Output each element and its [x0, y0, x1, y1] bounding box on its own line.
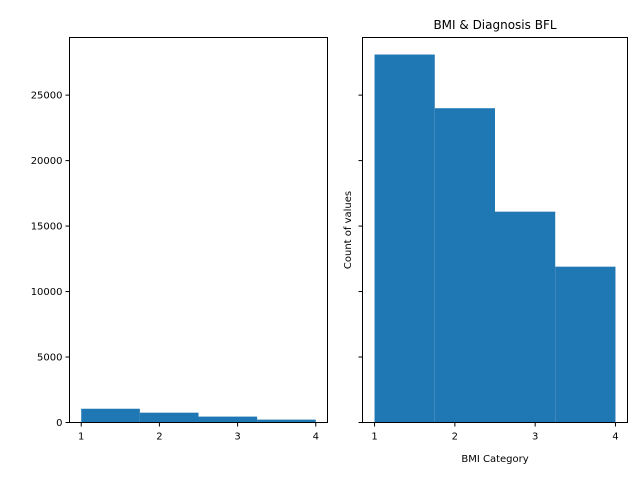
- histogram-bar: [81, 408, 140, 423]
- histogram-bar: [257, 419, 316, 423]
- x-tick-label: 1: [371, 432, 377, 443]
- histogram-bar: [434, 108, 495, 423]
- left-axes: 1 2 3 4 0 5000 10000 15000 20000 25000: [31, 91, 319, 443]
- histogram-bar: [495, 211, 556, 423]
- x-tick-label: 4: [612, 432, 618, 443]
- y-tick-label: 0: [56, 418, 62, 429]
- chart-title: BMI & Diagnosis BFL: [433, 18, 556, 32]
- right-bars: [374, 54, 616, 423]
- histogram-bar: [139, 412, 199, 423]
- right-axes: 1 2 3 4: [358, 94, 619, 443]
- y-tick-label: 20000: [31, 156, 63, 167]
- y-tick-label: 25000: [31, 91, 63, 102]
- x-axis-label: BMI Category: [461, 454, 528, 465]
- x-tick-label: 1: [78, 432, 84, 443]
- x-tick-label: 4: [313, 432, 319, 443]
- histogram-bar: [555, 266, 616, 423]
- right-plot-frame: [362, 37, 628, 423]
- x-tick-label: 2: [452, 432, 458, 443]
- x-tick-label: 3: [532, 432, 538, 443]
- histogram-bar: [198, 416, 258, 423]
- right-histogram-panel: 1 2 3 4 BMI & Diagnosis BFL BMI Category Co…: [343, 18, 628, 465]
- y-tick-label: 10000: [31, 287, 63, 298]
- y-tick-label: 15000: [31, 222, 63, 233]
- y-axis-label: Count of values: [343, 191, 354, 269]
- left-histogram-panel: 1 2 3 4 0 5000 10000 15000 20000 25000: [31, 37, 328, 443]
- left-bars: [81, 408, 316, 423]
- y-tick-label: 5000: [37, 353, 62, 364]
- x-tick-label: 3: [234, 432, 240, 443]
- histogram-bar: [374, 54, 435, 423]
- left-plot-frame: [69, 37, 328, 423]
- x-tick-label: 2: [156, 432, 162, 443]
